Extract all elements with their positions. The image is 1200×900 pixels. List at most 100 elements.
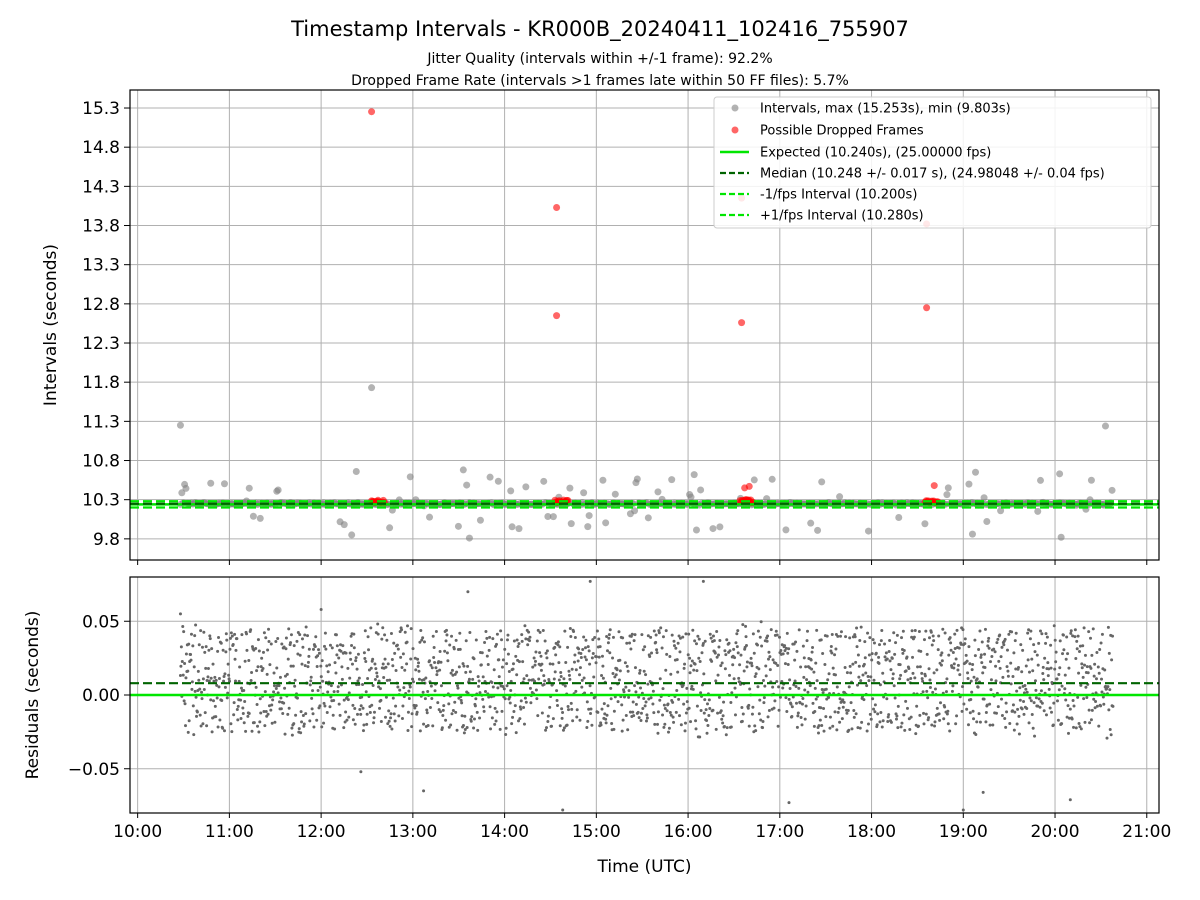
residual-point — [241, 706, 245, 710]
residual-point — [381, 626, 385, 630]
residual-point — [218, 718, 222, 722]
residual-point — [814, 661, 818, 665]
residual-point — [1095, 651, 1099, 655]
residual-point — [431, 634, 435, 638]
residual-point — [219, 641, 223, 645]
residual-point — [872, 678, 876, 682]
residual-point — [870, 652, 874, 656]
residual-point — [1088, 721, 1092, 725]
residual-point — [885, 697, 889, 701]
interval-point — [1108, 486, 1116, 494]
residual-point — [588, 662, 592, 666]
residual-point — [789, 702, 793, 706]
residual-point — [250, 729, 254, 733]
residual-point — [1082, 697, 1086, 701]
residual-point — [357, 676, 361, 680]
residual-point — [526, 643, 530, 647]
residual-point — [1037, 641, 1041, 645]
residual-point — [385, 638, 389, 642]
interval-point — [256, 514, 264, 522]
residual-point — [1090, 708, 1094, 712]
residual-point — [888, 659, 892, 663]
residual-point — [339, 649, 343, 653]
residual-point — [914, 732, 918, 736]
residual-point — [870, 658, 874, 662]
residual-point — [258, 697, 262, 701]
residual-point — [1000, 645, 1004, 649]
x-tick-label: 15:00 — [572, 822, 621, 842]
residual-point — [250, 670, 254, 674]
residual-point — [889, 720, 893, 724]
residual-point — [301, 713, 305, 717]
residual-point — [433, 689, 437, 693]
residual-point — [430, 697, 434, 701]
residual-point — [300, 662, 304, 666]
residual-point — [346, 698, 350, 702]
residual-point — [1044, 641, 1048, 645]
residual-point — [264, 709, 268, 713]
residual-point — [376, 632, 380, 636]
residual-point — [1089, 636, 1093, 640]
residual-point — [684, 711, 688, 715]
residual-point — [1042, 709, 1046, 713]
residual-point — [318, 685, 322, 689]
residual-point — [319, 607, 323, 611]
residual-point — [557, 678, 561, 682]
interval-point — [716, 523, 724, 531]
residual-point — [939, 663, 943, 667]
residual-point — [972, 717, 976, 721]
residual-point — [877, 661, 881, 665]
residual-point — [828, 726, 832, 730]
y-tick-label: 11.3 — [82, 412, 120, 432]
residual-point — [875, 723, 879, 727]
residual-point — [686, 653, 690, 657]
residual-point — [295, 639, 299, 643]
residual-point — [279, 696, 283, 700]
residual-point — [179, 664, 183, 668]
residual-point — [744, 643, 748, 647]
residual-point — [649, 635, 653, 639]
residual-point — [1039, 689, 1043, 693]
residual-point — [191, 704, 195, 708]
residual-point — [716, 711, 720, 715]
y-tick-label: 0.05 — [82, 612, 120, 632]
residual-point — [457, 665, 461, 669]
residual-point — [777, 708, 781, 712]
residual-point — [233, 632, 237, 636]
residual-point — [1040, 701, 1044, 705]
residual-point — [845, 711, 849, 715]
residual-point — [491, 637, 495, 641]
interval-point — [697, 486, 705, 494]
residual-point — [702, 672, 706, 676]
interval-point — [584, 523, 592, 531]
residual-point — [425, 711, 429, 715]
residual-point — [521, 660, 525, 664]
residual-points — [178, 579, 1115, 812]
residual-point — [358, 708, 362, 712]
residual-point — [239, 698, 243, 702]
residual-point — [309, 679, 313, 683]
interval-point — [352, 467, 360, 475]
residual-point — [343, 720, 347, 724]
residual-point — [351, 718, 355, 722]
residual-point — [774, 629, 778, 633]
residual-point — [319, 664, 323, 668]
residual-point — [263, 724, 267, 728]
y-tick-label: 12.3 — [82, 334, 120, 354]
residual-point — [261, 650, 265, 654]
residual-point — [499, 629, 503, 633]
residual-point — [444, 628, 448, 632]
residual-point — [924, 712, 928, 716]
residual-point — [527, 630, 531, 634]
residual-point — [246, 714, 250, 718]
residual-point — [302, 724, 306, 728]
residual-point — [987, 646, 991, 650]
interval-point — [245, 484, 253, 492]
residual-point — [1071, 698, 1075, 702]
residual-point — [229, 722, 233, 726]
residual-point — [989, 688, 993, 692]
residual-point — [489, 727, 493, 731]
residual-point — [633, 666, 637, 670]
residual-point — [983, 666, 987, 670]
interval-point — [611, 490, 619, 498]
